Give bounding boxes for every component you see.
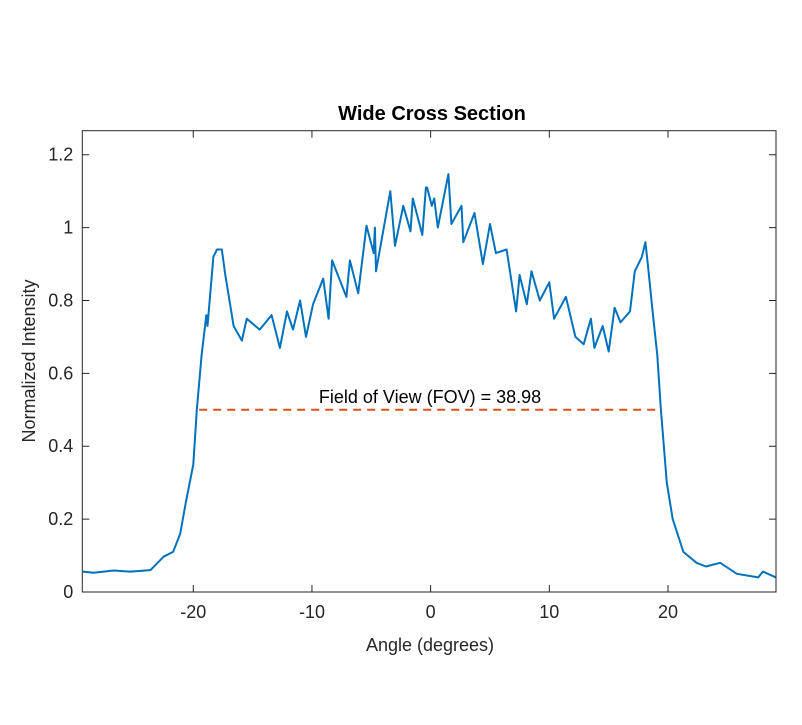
y-tick-label: 0.2 [48, 509, 73, 529]
axis-ticks: -20 -10 0 10 20 0 0.2 0.4 0.6 0.8 1 1.2 [48, 130, 776, 622]
plot-series [82, 173, 777, 579]
y-axis-label: Normalized Intensity [19, 279, 39, 442]
y-tick-label: 0.8 [48, 290, 73, 310]
x-tick-label: -20 [180, 602, 206, 622]
intensity-line [82, 173, 777, 579]
x-tick-label: 0 [426, 602, 436, 622]
y-tick-label: 0 [63, 582, 73, 602]
x-tick-label: -10 [299, 602, 325, 622]
y-tick-label: 0.6 [48, 363, 73, 383]
fov-annotation: Field of View (FOV) = 38.98 [319, 387, 541, 407]
chart-title: Wide Cross Section [338, 103, 526, 125]
plot-area-box [81, 130, 777, 593]
x-axis-label: Angle (degrees) [366, 635, 494, 655]
y-tick-label: 0.4 [48, 436, 73, 456]
y-tick-label: 1 [63, 218, 73, 238]
x-tick-label: 20 [658, 602, 678, 622]
x-tick-label: 10 [539, 602, 559, 622]
y-tick-label: 1.2 [48, 145, 73, 165]
